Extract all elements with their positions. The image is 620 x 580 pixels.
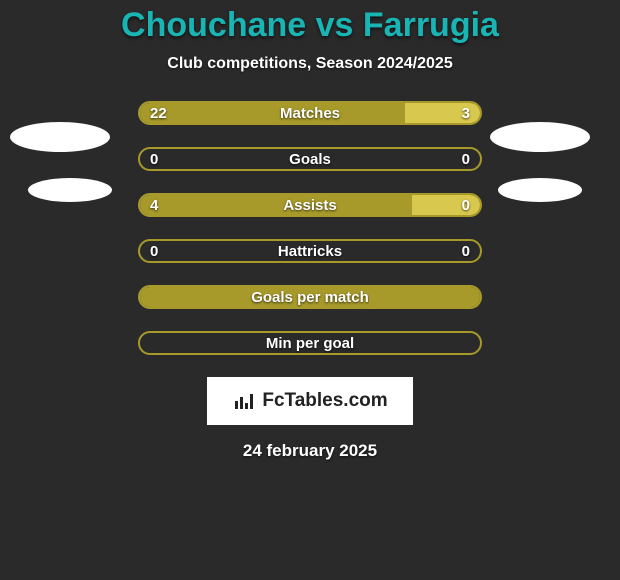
title-vs: vs bbox=[316, 6, 354, 44]
bar-label: Hattricks bbox=[140, 241, 480, 261]
title-player2: Farrugia bbox=[363, 6, 499, 44]
bar-label: Matches bbox=[140, 103, 480, 123]
logo: FcTables.com bbox=[207, 377, 413, 425]
subtitle: Club competitions, Season 2024/2025 bbox=[0, 55, 620, 73]
avatar-right-large bbox=[490, 122, 590, 152]
stat-bar: 00Hattricks bbox=[138, 239, 482, 263]
stat-bars: 223Matches 00Goals 40Assists 00Hattricks Goa… bbox=[138, 101, 482, 355]
bar-label: Goals bbox=[140, 149, 480, 169]
title-player1: Chouchane bbox=[121, 6, 306, 44]
stat-bar: Min per goal bbox=[138, 331, 482, 355]
bar-label: Goals per match bbox=[140, 287, 480, 307]
bar-label: Min per goal bbox=[140, 333, 480, 353]
stat-bar: Goals per match bbox=[138, 285, 482, 309]
stat-bar: 40Assists bbox=[138, 193, 482, 217]
date-text: 24 february 2025 bbox=[0, 441, 620, 461]
page-title: Chouchane vs Farrugia bbox=[0, 0, 620, 45]
avatar-left-large bbox=[10, 122, 110, 152]
avatar-right-small bbox=[498, 178, 582, 202]
bar-label: Assists bbox=[140, 195, 480, 215]
stat-bar: 223Matches bbox=[138, 101, 482, 125]
logo-text: FcTables.com bbox=[262, 390, 387, 412]
bar-chart-icon bbox=[232, 391, 256, 411]
stat-bar: 00Goals bbox=[138, 147, 482, 171]
avatar-left-small bbox=[28, 178, 112, 202]
